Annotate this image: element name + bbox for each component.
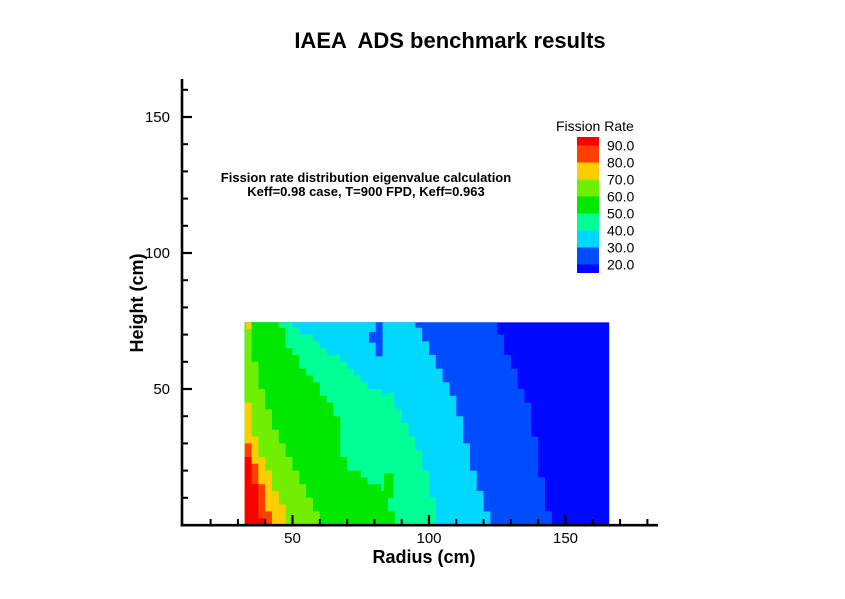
legend-color-swatch bbox=[577, 213, 599, 231]
legend: Fission Rate 90.080.070.060.050.040.030.… bbox=[556, 118, 634, 273]
figure-title: IAEA ADS benchmark results bbox=[294, 28, 605, 53]
legend-value-label: 90.0 bbox=[607, 138, 634, 154]
annotation-line-1: Fission rate distribution eigenvalue cal… bbox=[221, 170, 511, 185]
legend-title: Fission Rate bbox=[556, 118, 634, 134]
legend-color-swatch bbox=[577, 162, 599, 180]
y-axis-tick-label: 100 bbox=[145, 245, 170, 262]
legend-color-swatch bbox=[577, 230, 599, 248]
plot-area bbox=[244, 322, 610, 525]
contour-feature-mint-spike-tip bbox=[385, 393, 394, 403]
annotation-line-2: Keff=0.98 case, T=900 FPD, Keff=0.963 bbox=[247, 184, 484, 199]
x-axis-title: Radius (cm) bbox=[372, 547, 475, 567]
contour-feature-mint-spike-base bbox=[381, 402, 395, 417]
x-axis-tick-label: 50 bbox=[284, 530, 301, 547]
y-axis-tick-label: 150 bbox=[145, 109, 170, 126]
legend-value-label: 60.0 bbox=[607, 189, 634, 205]
legend-value-label: 30.0 bbox=[607, 240, 634, 256]
legend-value-label: 70.0 bbox=[607, 172, 634, 188]
legend-value-label: 80.0 bbox=[607, 155, 634, 171]
legend-color-swatch bbox=[577, 264, 599, 273]
legend-value-label: 50.0 bbox=[607, 206, 634, 222]
legend-value-label: 40.0 bbox=[607, 223, 634, 239]
y-axis-title: Height (cm) bbox=[127, 253, 147, 352]
contour-band-90 bbox=[244, 322, 266, 525]
y-axis-tick-label: 50 bbox=[153, 381, 170, 398]
ticks bbox=[182, 88, 649, 525]
legend-value-label: 20.0 bbox=[607, 257, 634, 273]
axes bbox=[180, 79, 658, 527]
contour-feature-green-spike bbox=[383, 473, 394, 498]
tick-labels: 50 100 150 50 100 150 bbox=[145, 109, 578, 547]
legend-color-swatch bbox=[577, 247, 599, 265]
legend-color-swatch bbox=[577, 145, 599, 163]
contour-feature-gold-corner-cell bbox=[246, 322, 252, 330]
legend-color-swatch bbox=[577, 196, 599, 214]
legend-color-swatch bbox=[577, 179, 599, 197]
contour-feature-blue-notch-tooth bbox=[368, 331, 376, 343]
contour-feature-blue-notch-bar bbox=[375, 322, 383, 357]
x-axis-tick-label: 150 bbox=[553, 530, 578, 547]
x-axis-tick-label: 100 bbox=[416, 530, 441, 547]
legend-color-swatch bbox=[577, 137, 599, 146]
